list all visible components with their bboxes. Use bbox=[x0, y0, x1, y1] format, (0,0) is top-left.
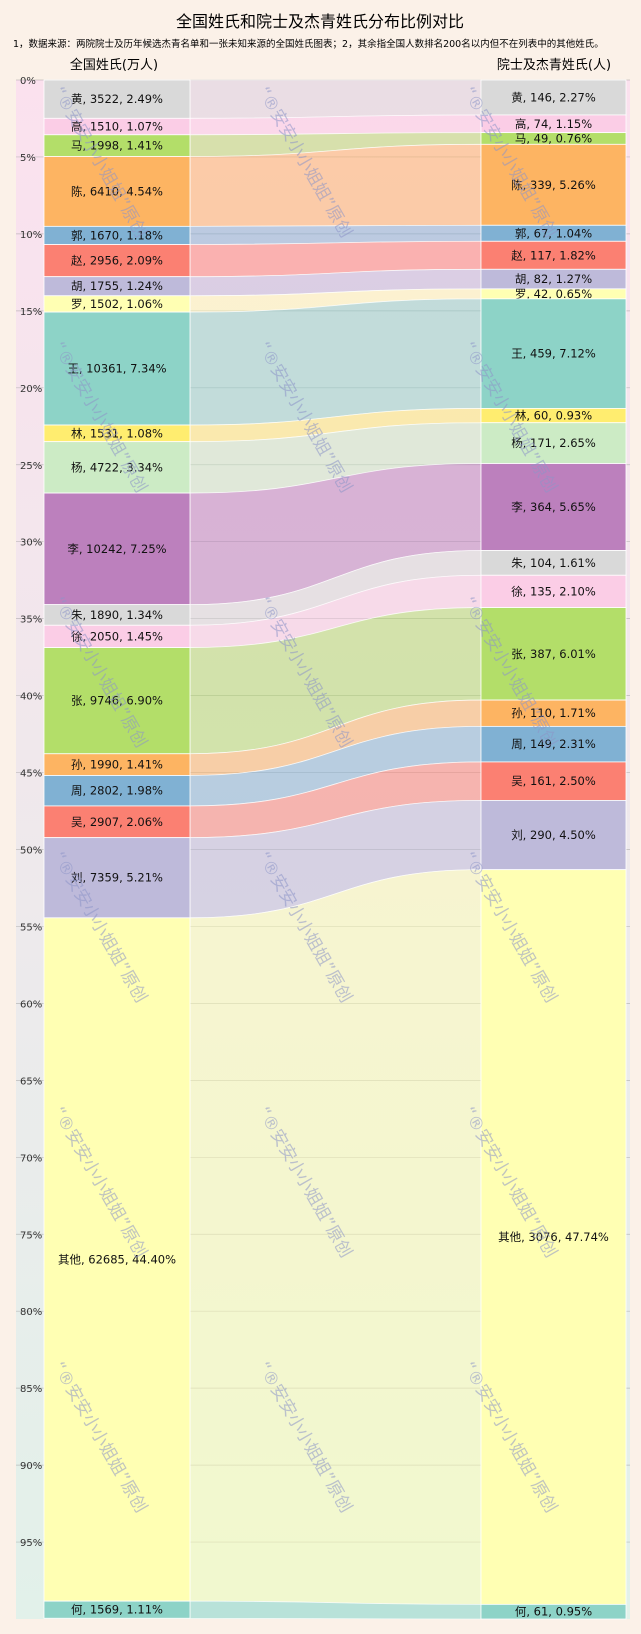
right-block bbox=[480, 143, 627, 226]
right-block-label: 其他, 3076, 47.74% bbox=[498, 1230, 609, 1244]
left-block-label: 周, 2802, 1.98% bbox=[71, 784, 163, 798]
right-blocks: 黄, 146, 2.27% 高, 74, 1.15%马, 49, 0.76% 陈, … bbox=[480, 79, 627, 1620]
left-block-label: 郭, 1670, 1.18% bbox=[71, 228, 163, 242]
left-block-label: 陈, 6410, 4.54% bbox=[71, 184, 163, 198]
right-block bbox=[480, 869, 627, 1605]
y-tick-label: 50% bbox=[20, 846, 42, 857]
right-block-label: 徐, 135, 2.10% bbox=[511, 584, 596, 598]
left-block bbox=[43, 775, 191, 807]
y-tick-label: 20% bbox=[20, 384, 42, 395]
left-block bbox=[43, 441, 191, 494]
left-block-label: 何, 1569, 1.11% bbox=[71, 1603, 163, 1617]
right-block-label: 陈, 339, 5.26% bbox=[511, 178, 596, 192]
left-block-label: 黄, 3522, 2.49% bbox=[71, 92, 163, 106]
y-tick-label: 55% bbox=[20, 922, 42, 933]
y-tick-label: 5% bbox=[20, 153, 36, 164]
right-block bbox=[480, 574, 627, 608]
right-block bbox=[480, 607, 627, 701]
right-block-label: 朱, 104, 1.61% bbox=[511, 556, 596, 570]
right-block-label: 高, 74, 1.15% bbox=[515, 117, 592, 131]
right-block bbox=[480, 79, 627, 116]
left-block bbox=[43, 647, 191, 755]
y-tick-label: 85% bbox=[20, 1384, 42, 1395]
right-block-label: 周, 149, 2.31% bbox=[511, 737, 596, 751]
flow-band bbox=[189, 298, 482, 426]
left-block bbox=[43, 837, 191, 919]
right-block bbox=[480, 422, 627, 464]
y-tick-label: 10% bbox=[20, 230, 42, 241]
right-block-label: 刘, 290, 4.50% bbox=[511, 828, 596, 842]
left-block-label: 张, 9746, 6.90% bbox=[71, 694, 163, 708]
left-block bbox=[43, 244, 191, 278]
left-block-label: 其他, 62685, 44.40% bbox=[58, 1252, 176, 1266]
left-block bbox=[43, 917, 191, 1602]
right-block-label: 林, 60, 0.93% bbox=[515, 409, 592, 423]
right-block-label: 何, 61, 0.95% bbox=[515, 1605, 592, 1619]
left-block-label: 罗, 1502, 1.06% bbox=[71, 297, 163, 311]
right-block-label: 黄, 146, 2.27% bbox=[511, 90, 596, 104]
chart-title: 全国姓氏和院士及杰青姓氏分布比例对比 bbox=[176, 12, 464, 31]
y-tick-label: 0% bbox=[20, 76, 36, 87]
right-block bbox=[480, 1603, 627, 1620]
right-block bbox=[480, 298, 627, 409]
right-block-label: 李, 364, 5.65% bbox=[511, 500, 596, 514]
right-block-label: 吴, 161, 2.50% bbox=[511, 774, 596, 788]
right-block bbox=[480, 240, 627, 270]
y-tick-label: 45% bbox=[20, 769, 42, 780]
left-block-label: 林, 1531, 1.08% bbox=[71, 426, 163, 440]
left-block bbox=[43, 311, 191, 426]
left-block bbox=[43, 492, 191, 606]
right-block bbox=[480, 800, 627, 871]
left-block-label: 李, 10242, 7.25% bbox=[67, 542, 166, 556]
left-block-label: 胡, 1755, 1.24% bbox=[71, 279, 163, 293]
right-block-label: 杨, 171, 2.65% bbox=[511, 436, 596, 450]
flow-band bbox=[189, 79, 482, 119]
left-column-header: 全国姓氏(万人) bbox=[70, 57, 158, 73]
flow-bands bbox=[189, 79, 482, 1620]
flow-band bbox=[189, 114, 482, 136]
right-block-label: 马, 49, 0.76% bbox=[515, 131, 592, 145]
left-block-label: 王, 10361, 7.34% bbox=[67, 362, 166, 376]
right-block-label: 赵, 117, 1.82% bbox=[511, 248, 596, 262]
left-block-label: 高, 1510, 1.07% bbox=[71, 120, 163, 134]
left-blocks: 黄, 3522, 2.49% 高, 1510, 1.07% 马, 1998, 1.4… bbox=[43, 79, 191, 1619]
left-block-label: 吴, 2907, 2.06% bbox=[71, 815, 163, 829]
y-tick-label: 35% bbox=[20, 615, 42, 626]
y-tick-label: 15% bbox=[20, 307, 42, 318]
right-block bbox=[480, 550, 627, 576]
right-block-label: 罗, 42, 0.65% bbox=[515, 287, 592, 301]
y-tick-label: 65% bbox=[20, 1076, 42, 1087]
right-block-label: 张, 387, 6.01% bbox=[511, 647, 596, 661]
right-block-label: 郭, 67, 1.04% bbox=[515, 226, 592, 240]
left-block-label: 徐, 2050, 1.45% bbox=[71, 629, 163, 643]
left-block-label: 朱, 1890, 1.34% bbox=[71, 608, 163, 622]
right-block bbox=[480, 761, 627, 801]
y-tick-label: 75% bbox=[20, 1230, 42, 1241]
right-block-label: 王, 459, 7.12% bbox=[511, 347, 596, 361]
y-tick-label: 40% bbox=[20, 692, 42, 703]
y-tick-label: 70% bbox=[20, 1153, 42, 1164]
left-block-label: 杨, 4722, 3.34% bbox=[71, 460, 163, 474]
y-tick-label: 90% bbox=[20, 1461, 42, 1472]
left-block bbox=[43, 79, 191, 119]
y-tick-label: 95% bbox=[20, 1538, 42, 1549]
left-block-label: 孙, 1990, 1.41% bbox=[71, 758, 163, 772]
y-tick-label: 80% bbox=[20, 1307, 42, 1318]
y-axis-ticks: 0% 5% 10% 15% 20% 25% 30% 35% 40% 45% 50% 55% 60% 65%… bbox=[20, 76, 42, 1549]
right-block-label: 孙, 110, 1.71% bbox=[511, 706, 596, 720]
left-block bbox=[43, 1600, 191, 1619]
right-column-header: 院士及杰青姓氏(人) bbox=[497, 58, 611, 73]
chart-subtitle: 1，数据来源：两院院士及历年候选杰青名单和一张未知来源的全国姓氏图表；2，其余指… bbox=[13, 38, 604, 50]
right-block bbox=[480, 725, 627, 763]
left-block-label: 马, 1998, 1.41% bbox=[71, 139, 163, 153]
right-block bbox=[480, 463, 627, 551]
right-block-label: 胡, 82, 1.27% bbox=[515, 272, 592, 286]
y-tick-label: 60% bbox=[20, 999, 42, 1010]
left-block bbox=[43, 156, 191, 227]
y-tick-label: 30% bbox=[20, 538, 42, 549]
left-block-label: 刘, 7359, 5.21% bbox=[71, 871, 163, 885]
y-tick-label: 25% bbox=[20, 461, 42, 472]
left-block-label: 赵, 2956, 2.09% bbox=[71, 254, 163, 268]
